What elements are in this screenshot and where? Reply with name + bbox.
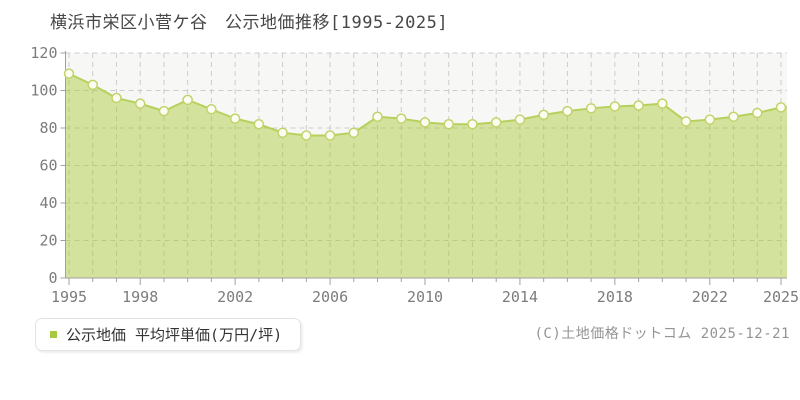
svg-text:2014: 2014 [502, 288, 538, 306]
svg-text:2002: 2002 [217, 288, 253, 306]
y-axis-labels: 0 20 40 60 80 100 120 [30, 44, 66, 287]
svg-text:2025: 2025 [763, 288, 799, 306]
price-trend-chart: 0 20 40 60 80 100 120 1995 1998 2002 2006 2010 2014 2… [30, 44, 799, 306]
x-axis-labels: 1995 1998 2002 2006 2010 2014 2018 2022 2025 [51, 278, 799, 306]
svg-text:2022: 2022 [692, 288, 728, 306]
legend-label: 公示地価 平均坪単価(万円/坪) [66, 326, 283, 344]
data-point-markers [63, 68, 787, 141]
svg-text:2006: 2006 [312, 288, 348, 306]
svg-text:60: 60 [39, 157, 57, 175]
area-series [65, 73, 787, 278]
svg-text:0: 0 [48, 269, 57, 287]
svg-text:100: 100 [30, 82, 57, 100]
svg-text:2010: 2010 [407, 288, 443, 306]
svg-text:20: 20 [39, 232, 57, 250]
svg-text:1998: 1998 [122, 288, 158, 306]
chart-title: 横浜市栄区小菅ケ谷 公示地価推移[1995-2025] [50, 13, 449, 33]
legend-box: 公示地価 平均坪単価(万円/坪) [35, 318, 302, 351]
svg-text:1995: 1995 [51, 288, 87, 306]
gridlines [65, 52, 787, 278]
copyright-text: (C)土地価格ドットコム 2025-12-21 [534, 326, 790, 342]
svg-text:2018: 2018 [597, 288, 633, 306]
svg-text:120: 120 [30, 44, 57, 62]
svg-text:40: 40 [39, 194, 57, 212]
svg-text:80: 80 [39, 119, 57, 137]
legend-marker-icon [50, 331, 57, 338]
